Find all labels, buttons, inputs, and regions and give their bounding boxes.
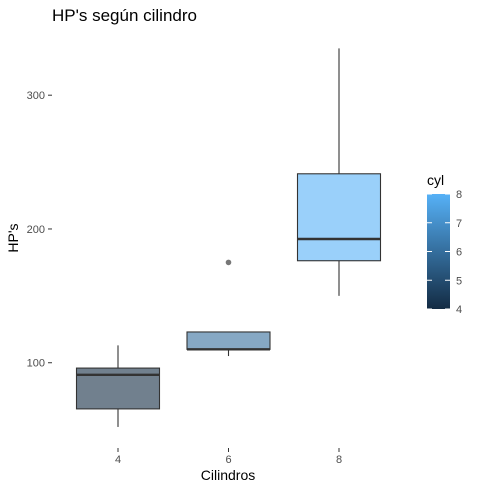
y-tick-label: 200 [27,224,45,236]
x-tick-label: 8 [336,454,342,466]
y-tick-label: 100 [27,358,45,370]
box-group [75,345,161,427]
legend-title: cyl [427,172,444,188]
box [296,173,382,262]
x-axis: 4 6 8 [115,448,342,466]
x-tick-label: 6 [225,454,231,466]
box-group [186,259,271,357]
box [186,331,271,350]
y-tick-label: 300 [27,90,45,102]
x-tick-label: 4 [115,454,121,466]
y-axis-title: HP's [5,223,21,252]
legend-tick-label: 5 [456,275,462,287]
chart-title: HP's según cilindro [52,6,197,25]
legend-ticks: 4 5 6 7 8 [427,189,462,316]
legend-tick-label: 6 [456,247,462,259]
legend-tick-label: 7 [456,218,462,230]
x-axis-title: Cilindros [201,467,255,483]
legend-tick-label: 4 [456,304,462,316]
box-group [296,48,382,296]
legend-tick-label: 8 [456,189,462,201]
legend-colorbar [427,194,450,309]
legend: cyl 4 5 6 7 8 [427,172,462,316]
y-axis: 100 200 300 [27,90,52,370]
outlier-point [225,259,232,266]
boxplot-series [75,48,382,427]
